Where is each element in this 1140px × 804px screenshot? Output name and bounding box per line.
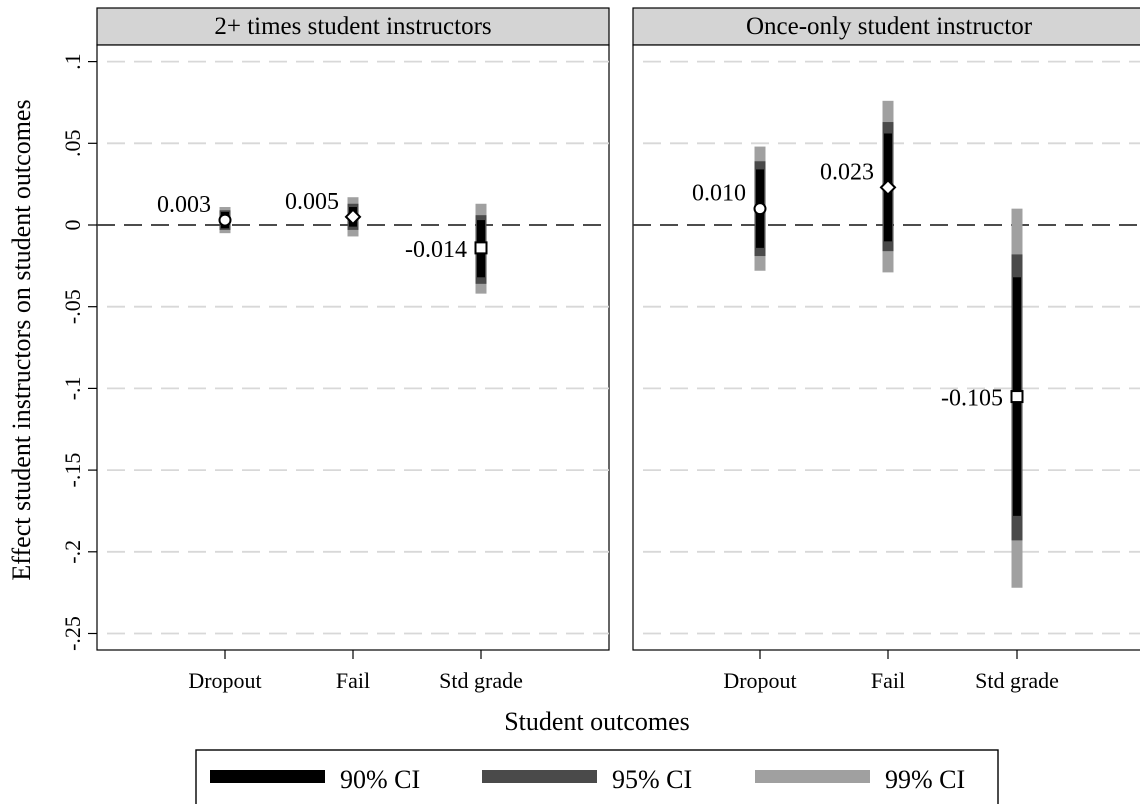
point-estimate-square xyxy=(474,241,488,255)
y-tick-label: 0 xyxy=(60,220,85,231)
y-tick-label: -.15 xyxy=(60,453,85,488)
panel-2: Once-only student instructor Dropout Fail S… xyxy=(632,7,1140,693)
point-estimate-circle xyxy=(753,202,767,216)
panel-1: 2+ times student instructors .1 .05 0 -.05 -.… xyxy=(60,7,610,693)
y-tick-label: -.1 xyxy=(60,376,85,400)
x-tick-label: Fail xyxy=(871,668,905,693)
point-estimate-square xyxy=(1010,390,1024,404)
panel-header xyxy=(96,7,610,46)
y-tick-label: .1 xyxy=(60,53,85,70)
legend-swatch xyxy=(755,770,870,783)
x-tick-label: Fail xyxy=(336,668,370,693)
legend-label: 99% CI xyxy=(885,765,965,794)
y-tick-label: .05 xyxy=(60,130,85,158)
x-tick-label: Std grade xyxy=(975,668,1059,693)
point-estimate-circle xyxy=(218,213,232,227)
x-tick-label: Std grade xyxy=(439,668,523,693)
point-estimate-diamond xyxy=(879,179,897,196)
legend-label: 90% CI xyxy=(340,765,420,794)
point-estimate-diamond xyxy=(344,208,362,226)
y-axis-title: Effect student instructors on student ou… xyxy=(7,99,36,580)
y-tick-label: -.25 xyxy=(60,616,85,651)
data-label: -0.014 xyxy=(405,237,467,263)
x-tick-label: Dropout xyxy=(723,668,796,693)
plot-area xyxy=(96,44,610,651)
x-tick-label: Dropout xyxy=(188,668,261,693)
legend: 90% CI 95% CI 99% CI xyxy=(195,749,999,804)
y-tick-label: -.05 xyxy=(60,289,85,324)
data-label: 0.023 xyxy=(820,159,874,185)
legend-swatch xyxy=(210,770,325,783)
panel-header xyxy=(632,7,1140,46)
legend-label: 95% CI xyxy=(612,765,692,794)
data-label: 0.003 xyxy=(157,192,211,218)
panel-title: 2+ times student instructors xyxy=(214,13,491,40)
data-label: 0.005 xyxy=(285,189,339,215)
legend-swatch xyxy=(482,770,597,783)
data-label: 0.010 xyxy=(692,181,746,207)
panel-title: Once-only student instructor xyxy=(746,13,1033,40)
panels: 2+ times student instructors .1 .05 0 -.05 -.… xyxy=(60,7,1140,693)
data-label: -0.105 xyxy=(941,386,1003,412)
y-tick-label: -.2 xyxy=(60,540,85,564)
x-axis-title: Student outcomes xyxy=(504,707,690,736)
